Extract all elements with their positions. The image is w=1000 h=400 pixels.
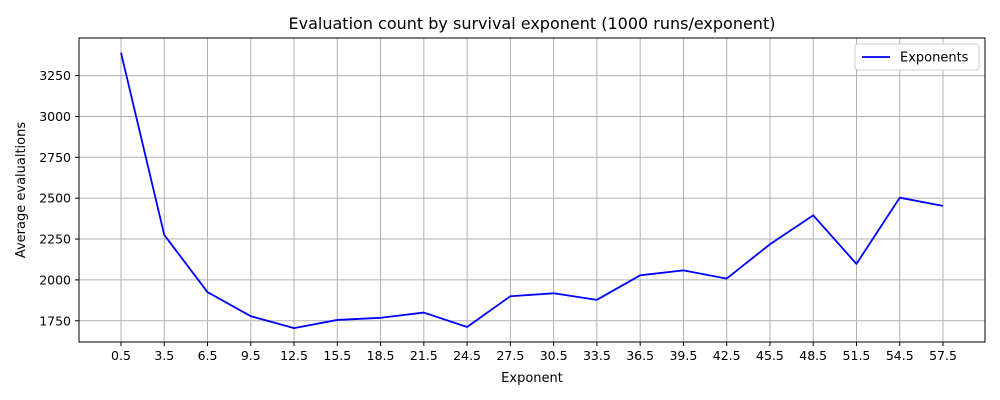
chart-title: Evaluation count by survival exponent (1… xyxy=(289,14,776,33)
x-tick-label: 27.5 xyxy=(496,348,524,363)
y-tick-label: 3000 xyxy=(39,109,71,124)
x-axis: 0.5 3.5 6.5 9.5 12.5 15.5 18.5 21.5 24.5 27.5 30.5… xyxy=(111,342,957,363)
y-tick-label: 2750 xyxy=(39,150,71,165)
x-tick-label: 0.5 xyxy=(111,348,131,363)
y-tick-label: 2000 xyxy=(39,272,71,287)
y-tick-label: 3250 xyxy=(39,68,71,83)
x-tick-label: 18.5 xyxy=(367,348,395,363)
y-tick-label: 2250 xyxy=(39,232,71,247)
x-tick-label: 42.5 xyxy=(713,348,741,363)
x-tick-label: 57.5 xyxy=(929,348,957,363)
x-tick-label: 45.5 xyxy=(756,348,784,363)
x-tick-label: 24.5 xyxy=(453,348,481,363)
x-tick-label: 36.5 xyxy=(626,348,654,363)
x-tick-label: 33.5 xyxy=(583,348,611,363)
plot-area-frame xyxy=(78,37,986,343)
x-tick-label: 9.5 xyxy=(241,348,261,363)
legend: Exponents xyxy=(854,43,980,71)
x-tick-label: 15.5 xyxy=(323,348,351,363)
x-tick-label: 12.5 xyxy=(280,348,308,363)
series-group xyxy=(120,52,944,330)
x-tick-label: 21.5 xyxy=(410,348,438,363)
x-tick-label: 39.5 xyxy=(669,348,697,363)
legend-label: Exponents xyxy=(900,51,969,66)
x-axis-title: Exponent xyxy=(501,371,563,386)
x-tick-label: 6.5 xyxy=(198,348,218,363)
x-tick-label: 51.5 xyxy=(843,348,871,363)
x-tick-label: 3.5 xyxy=(154,348,174,363)
y-tick-label: 1750 xyxy=(39,313,71,328)
y-tick-label: 2500 xyxy=(39,191,71,206)
series-line-exponents xyxy=(120,52,944,330)
x-tick-label: 48.5 xyxy=(799,348,827,363)
x-tick-label: 54.5 xyxy=(886,348,914,363)
legend-box xyxy=(854,43,980,71)
y-axis-title: Average evalualtions xyxy=(14,122,29,259)
y-axis: 1750 2000 2250 2500 2750 3000 3250 xyxy=(39,68,79,328)
x-tick-label: 30.5 xyxy=(540,348,568,363)
